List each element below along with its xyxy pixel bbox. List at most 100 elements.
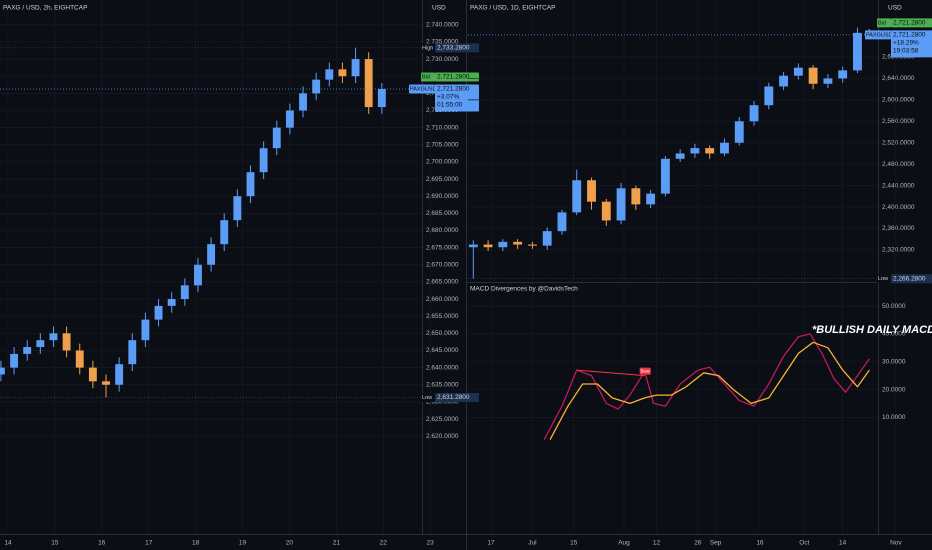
- candle-body: [853, 32, 862, 71]
- divergence-line: [576, 369, 645, 377]
- candle-body: [233, 196, 242, 221]
- price-badge-name-bg: [865, 30, 891, 40]
- candle-body: [364, 59, 373, 108]
- x-tick-label: Aug: [618, 540, 630, 547]
- y-tick-label: 2,650.0000: [426, 330, 459, 337]
- candle-body: [601, 201, 611, 221]
- x-tick-label: 12: [653, 540, 661, 547]
- candle-body: [646, 193, 656, 205]
- candle-body: [325, 69, 334, 80]
- x-tick-label: Jul: [528, 540, 537, 547]
- y-tick-label: 2,675.0000: [426, 244, 459, 251]
- candle-body: [675, 153, 685, 159]
- candle-body: [823, 78, 833, 84]
- price-badge-bg: [891, 274, 932, 284]
- price-badge-bg: [435, 84, 479, 112]
- y-tick-label: 2,640.0000: [426, 364, 459, 371]
- chart-title: PAXG / USD, 2h, EIGHTCAP: [3, 5, 87, 12]
- candle-body: [299, 93, 307, 111]
- y-tick-label: 2,360.0000: [882, 225, 915, 232]
- candle-body: [0, 367, 5, 375]
- y-tick-label: 2,710.0000: [426, 124, 459, 131]
- price-badge-name-bg: [409, 84, 435, 94]
- price-badge-bg: [435, 393, 479, 403]
- price-badge-name: PAXGUSD: [410, 86, 437, 92]
- candle-body: [220, 220, 229, 245]
- annotation: *BULLISH DAILY MACD: [812, 324, 932, 336]
- currency-label: USD: [432, 5, 446, 12]
- candle-body: [377, 88, 386, 108]
- price-badge-name-bg: [421, 72, 435, 82]
- y-tick-label: 20.0000: [882, 386, 906, 393]
- y-tick-label: 2,670.0000: [426, 261, 459, 268]
- candle-body: [207, 244, 216, 265]
- candle-body: [542, 231, 552, 246]
- candle-body: [779, 75, 789, 87]
- price-badge-value: 2,721.2800: [437, 86, 470, 93]
- candle-body: [527, 244, 537, 246]
- x-tick-label: 18: [192, 540, 200, 547]
- indicator-line: [543, 333, 870, 440]
- x-tick-label: Sep: [710, 540, 722, 547]
- candle-body: [115, 364, 124, 385]
- price-badge-change: +3.07%: [437, 94, 459, 101]
- y-tick-label: 40.0000: [882, 331, 906, 338]
- y-tick-label: 2,640.0000: [882, 75, 915, 82]
- candle-body: [75, 350, 84, 368]
- y-tick-label: 2,705.0000: [426, 142, 459, 149]
- candle-body: [749, 105, 759, 122]
- x-tick-label: 20: [286, 540, 294, 547]
- candle-body: [141, 319, 150, 341]
- candle-body: [338, 69, 347, 77]
- y-tick-label: 2,665.0000: [426, 279, 459, 286]
- y-tick-label: 2,660.0000: [426, 296, 459, 303]
- candle-body: [180, 285, 189, 300]
- price-badge-bg: [891, 18, 932, 28]
- candle-body: [498, 241, 508, 248]
- candle-body: [572, 180, 582, 213]
- y-tick-label: 2,440.0000: [882, 182, 915, 189]
- candle-body: [88, 367, 97, 382]
- x-tick-label: 23: [427, 540, 435, 547]
- candle-body: [62, 333, 71, 351]
- x-tick-label: 14: [4, 540, 12, 547]
- price-badge-name-bg: [421, 43, 435, 53]
- y-tick-label: 2,320.0000: [882, 247, 915, 254]
- candle-body: [557, 212, 567, 232]
- candle-body: [616, 188, 626, 221]
- candle-body: [312, 79, 321, 94]
- x-tick-label: 17: [145, 540, 153, 547]
- x-tick-label: 15: [51, 540, 59, 547]
- candle-body: [705, 148, 715, 154]
- candle-body: [128, 340, 137, 365]
- y-tick-label: 2,560.0000: [882, 118, 915, 125]
- price-badge-change: +18.29%: [893, 40, 919, 47]
- y-tick-label: 2,630.0000: [426, 399, 459, 406]
- y-tick-label: 2,480.0000: [882, 161, 915, 168]
- x-tick-label: 15: [570, 540, 578, 547]
- price-badge-name: Bid: [422, 74, 430, 80]
- price-badge-value: 2,721.2800: [893, 32, 926, 39]
- x-tick-label: 21: [333, 540, 341, 547]
- candle-body: [49, 333, 58, 341]
- x-tick-label: 17: [487, 540, 495, 547]
- candle-body: [838, 70, 848, 79]
- price-badge-name: High: [422, 45, 433, 51]
- divergence-label-bg: [639, 367, 651, 375]
- candle-body: [23, 347, 32, 354]
- candle-body: [154, 305, 163, 320]
- y-tick-label: 2,685.0000: [426, 210, 459, 217]
- price-badge-value: 2,721.2800: [893, 20, 926, 27]
- y-tick-label: 2,690.0000: [426, 193, 459, 200]
- x-tick-label: Oct: [799, 540, 809, 547]
- price-badge-countdown: 19:03:58: [893, 48, 919, 55]
- y-tick-label: 2,620.0000: [426, 433, 459, 440]
- price-badge-name: PAXGUSD: [866, 32, 893, 38]
- price-badge-name: Low: [878, 276, 888, 282]
- y-tick-label: 2,400.0000: [882, 204, 915, 211]
- y-tick-label: 2,695.0000: [426, 176, 459, 183]
- price-badge-bg: [435, 43, 479, 53]
- candle-body: [246, 172, 255, 197]
